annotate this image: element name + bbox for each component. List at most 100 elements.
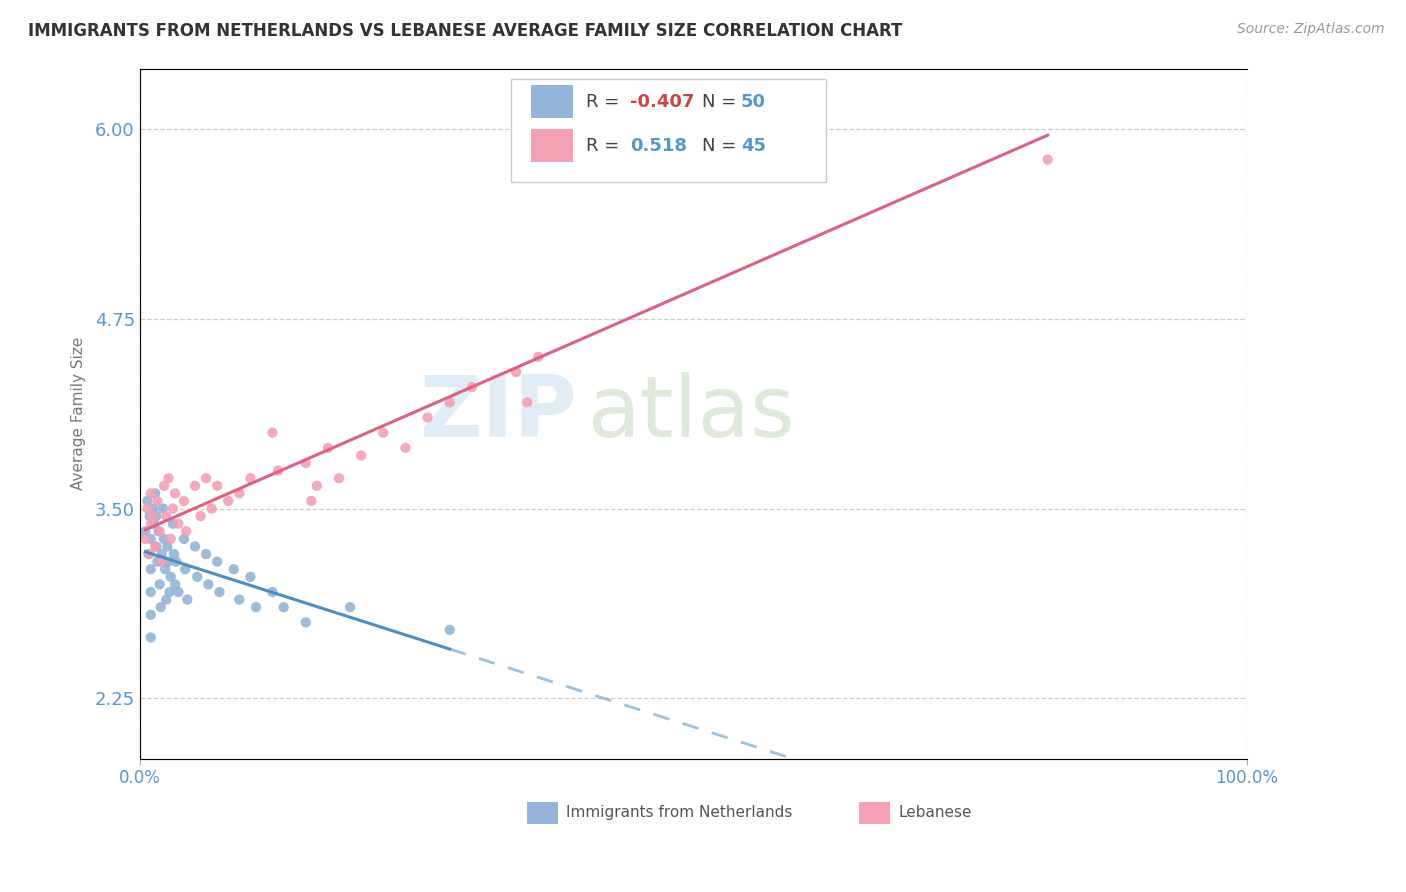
Point: [217, 494, 239, 508]
Point: [146, 494, 169, 508]
Point: [394, 441, 416, 455]
Text: Lebanese: Lebanese: [898, 805, 972, 821]
Text: R =: R =: [586, 94, 624, 112]
Point: [153, 562, 176, 576]
Point: [143, 486, 166, 500]
Point: [416, 410, 439, 425]
Point: [294, 456, 316, 470]
Point: [267, 464, 290, 478]
Point: [205, 479, 228, 493]
Point: [149, 524, 172, 539]
Point: [146, 555, 169, 569]
Text: Immigrants from Netherlands: Immigrants from Netherlands: [567, 805, 793, 821]
Point: [527, 350, 550, 364]
Point: [157, 471, 180, 485]
Point: [136, 494, 159, 508]
Text: -0.407: -0.407: [630, 94, 695, 112]
Point: [155, 509, 177, 524]
Point: [152, 501, 174, 516]
Point: [228, 592, 250, 607]
Point: [173, 494, 195, 508]
Point: [142, 509, 165, 524]
Point: [162, 501, 184, 516]
Point: [262, 585, 284, 599]
Point: [174, 562, 197, 576]
Point: [138, 547, 160, 561]
Point: [316, 441, 339, 455]
Point: [197, 577, 219, 591]
Point: [150, 547, 173, 561]
Text: N =: N =: [702, 94, 742, 112]
Text: N =: N =: [702, 136, 742, 155]
Point: [157, 555, 180, 569]
Point: [165, 486, 187, 500]
Point: [149, 600, 172, 615]
Point: [190, 509, 212, 524]
Point: [439, 395, 461, 409]
Point: [222, 562, 245, 576]
Point: [167, 516, 190, 531]
Point: [505, 365, 527, 379]
Point: [139, 562, 162, 576]
Point: [167, 585, 190, 599]
Point: [136, 501, 159, 516]
Point: [155, 592, 177, 607]
Text: Source: ZipAtlas.com: Source: ZipAtlas.com: [1237, 22, 1385, 37]
Point: [139, 631, 162, 645]
Point: [139, 607, 162, 622]
Point: [149, 577, 172, 591]
FancyBboxPatch shape: [859, 802, 890, 824]
Point: [143, 540, 166, 554]
Point: [201, 501, 224, 516]
Point: [461, 380, 484, 394]
Point: [439, 623, 461, 637]
Point: [305, 479, 328, 493]
Point: [245, 600, 267, 615]
Point: [208, 585, 231, 599]
Point: [165, 555, 187, 569]
Point: [339, 600, 361, 615]
FancyBboxPatch shape: [527, 802, 558, 824]
Point: [273, 600, 295, 615]
Point: [153, 479, 176, 493]
Point: [134, 524, 156, 539]
Point: [165, 577, 187, 591]
Point: [139, 486, 162, 500]
Point: [148, 524, 170, 539]
Point: [176, 592, 198, 607]
Text: 50: 50: [741, 94, 766, 112]
Point: [350, 449, 373, 463]
Point: [159, 532, 181, 546]
Point: [770, 137, 793, 152]
Point: [159, 570, 181, 584]
Text: IMMIGRANTS FROM NETHERLANDS VS LEBANESE AVERAGE FAMILY SIZE CORRELATION CHART: IMMIGRANTS FROM NETHERLANDS VS LEBANESE …: [28, 22, 903, 40]
Point: [195, 471, 218, 485]
Point: [143, 516, 166, 531]
Point: [516, 395, 538, 409]
Point: [138, 547, 160, 561]
Point: [142, 501, 165, 516]
Point: [159, 585, 181, 599]
Point: [373, 425, 395, 440]
FancyBboxPatch shape: [510, 78, 827, 183]
Text: 45: 45: [741, 136, 766, 155]
Point: [174, 524, 197, 539]
Point: [162, 516, 184, 531]
Point: [134, 532, 156, 546]
Point: [153, 532, 176, 546]
Text: atlas: atlas: [588, 372, 796, 455]
Point: [173, 532, 195, 546]
Point: [145, 540, 167, 554]
Point: [239, 570, 262, 584]
Point: [299, 494, 322, 508]
Point: [139, 516, 162, 531]
Point: [139, 532, 162, 546]
Point: [328, 471, 350, 485]
Point: [184, 479, 207, 493]
Point: [1036, 153, 1059, 167]
FancyBboxPatch shape: [530, 85, 572, 119]
Point: [239, 471, 262, 485]
Point: [138, 509, 160, 524]
Point: [294, 615, 316, 630]
Y-axis label: Average Family Size: Average Family Size: [72, 337, 86, 491]
